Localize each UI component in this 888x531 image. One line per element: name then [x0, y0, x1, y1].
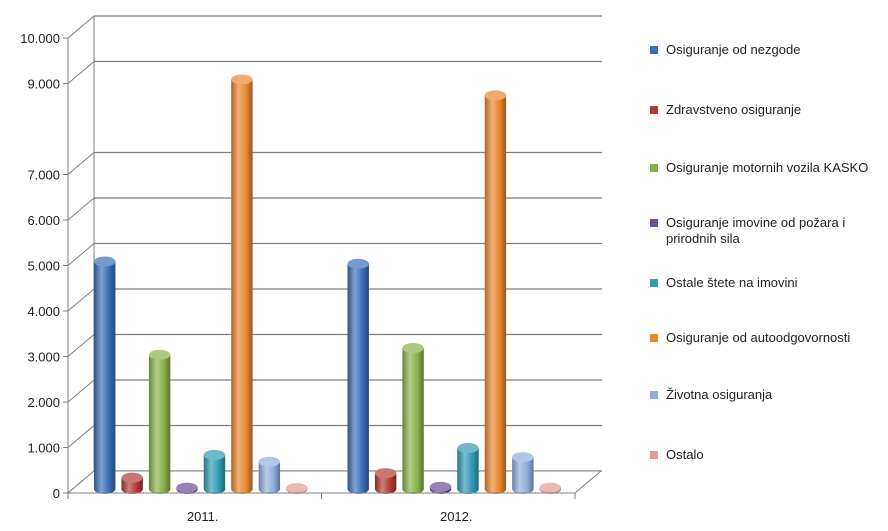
- bar: [484, 90, 507, 495]
- bar: [231, 74, 253, 494]
- bar: [176, 482, 198, 494]
- bar-cap: [94, 256, 116, 267]
- legend-label: Životna osiguranja: [666, 387, 773, 402]
- bar-cap: [402, 342, 424, 353]
- bar-cap: [429, 481, 452, 492]
- bar-cap: [286, 483, 308, 494]
- bar-cap: [484, 90, 507, 101]
- x-axis: 2011. 2012.: [67, 492, 576, 524]
- legend-item: Osiguranje od nezgode: [650, 42, 886, 58]
- x-tick-label: 2012.: [440, 509, 473, 524]
- grid-side-line: [67, 197, 95, 221]
- grid-side-line: [67, 379, 95, 403]
- legend-item: Osiguranje motornih vozila KASKO: [650, 160, 886, 176]
- y-tick-label: 3.000: [27, 350, 60, 365]
- bar-cap: [176, 482, 198, 493]
- legend-swatch: [650, 219, 658, 227]
- bar: [512, 452, 534, 494]
- bar-cap: [231, 74, 253, 85]
- y-tick-label: 10.000: [20, 31, 60, 46]
- bar-body: [347, 263, 369, 494]
- bar-body: [374, 473, 397, 494]
- bar: [402, 342, 424, 494]
- legend-item: Ostale štete na imovini: [650, 275, 886, 291]
- legend-swatch: [650, 334, 658, 342]
- y-tick-label: 6.000: [27, 213, 60, 228]
- bar: [286, 483, 308, 494]
- bar-body: [258, 461, 281, 494]
- bar: [258, 456, 281, 494]
- bar-cap: [347, 258, 369, 269]
- bar-body: [148, 354, 171, 494]
- grid-side-line: [67, 243, 95, 266]
- bar-cap: [258, 456, 281, 467]
- grid-side-line: [67, 334, 95, 357]
- legend-swatch: [650, 164, 658, 172]
- bars-layer: [94, 74, 561, 495]
- bar-body: [512, 457, 534, 494]
- legend-item: Osiguranje imovine od požara i prirodnih…: [650, 215, 886, 247]
- legend-item: Ostalo: [650, 447, 886, 463]
- bar-cap: [148, 349, 171, 360]
- legend-label: Osiguranje od nezgode: [666, 42, 801, 57]
- bar: [203, 449, 226, 494]
- grid-layer: [67, 15, 602, 494]
- bar: [148, 349, 171, 494]
- grid-side-line: [67, 61, 95, 84]
- legend-label: Ostale štete na imovini: [666, 275, 798, 290]
- legend-swatch: [650, 106, 658, 114]
- legend-swatch: [650, 451, 658, 459]
- bar-cap: [121, 472, 143, 483]
- bar: [374, 468, 397, 494]
- bar: [429, 481, 452, 494]
- grid-side-line: [67, 288, 95, 312]
- legend-item: Životna osiguranja: [650, 387, 886, 403]
- y-tick-label: 9.000: [27, 77, 60, 92]
- bar: [457, 443, 479, 494]
- y-tick-label: 5.000: [27, 259, 60, 274]
- bar-body: [402, 347, 424, 494]
- legend-label: Osiguranje od autoodgovornosti: [666, 330, 851, 345]
- bar-cap: [539, 482, 561, 493]
- y-tick-label: 2.000: [27, 395, 60, 410]
- legend-item: Zdravstveno osiguranje: [650, 102, 886, 118]
- bar-cap: [203, 449, 226, 460]
- y-axis: 0 1.000 2.000 3.000 4.000 5.000 6.000 7.000 9.00…: [20, 16, 95, 501]
- y-tick-label: 7.000: [27, 168, 60, 183]
- legend-label: Ostalo: [666, 447, 704, 462]
- bar-body: [203, 454, 226, 494]
- legend-label: Osiguranje motornih vozila KASKO: [666, 160, 869, 175]
- grid-side-line: [67, 425, 95, 448]
- grid-side-line: [67, 152, 95, 175]
- y-tick-label: 1.000: [27, 441, 60, 456]
- bar: [94, 256, 116, 494]
- legend-swatch: [650, 279, 658, 287]
- legend-item: Osiguranje od autoodgovornosti: [650, 330, 886, 346]
- bar-body: [94, 261, 116, 494]
- bar-cap: [457, 443, 479, 454]
- y-tick-label: 4.000: [27, 304, 60, 319]
- bar: [347, 258, 369, 494]
- legend-label: Osiguranje imovine od požara i prirodnih…: [666, 215, 846, 246]
- bar-cap: [374, 468, 397, 479]
- legend-swatch: [650, 46, 658, 54]
- bar-body: [231, 79, 253, 494]
- legend-label: Zdravstveno osiguranje: [666, 102, 802, 117]
- bar-cap: [512, 452, 534, 463]
- grid-side-line: [67, 15, 95, 39]
- legend-swatch: [650, 391, 658, 399]
- bar: [121, 472, 143, 494]
- bar-body: [457, 448, 479, 494]
- y-tick-label: 0: [53, 486, 60, 501]
- x-tick-label: 2011.: [187, 509, 219, 524]
- bar-body: [484, 95, 507, 495]
- bar: [539, 482, 561, 494]
